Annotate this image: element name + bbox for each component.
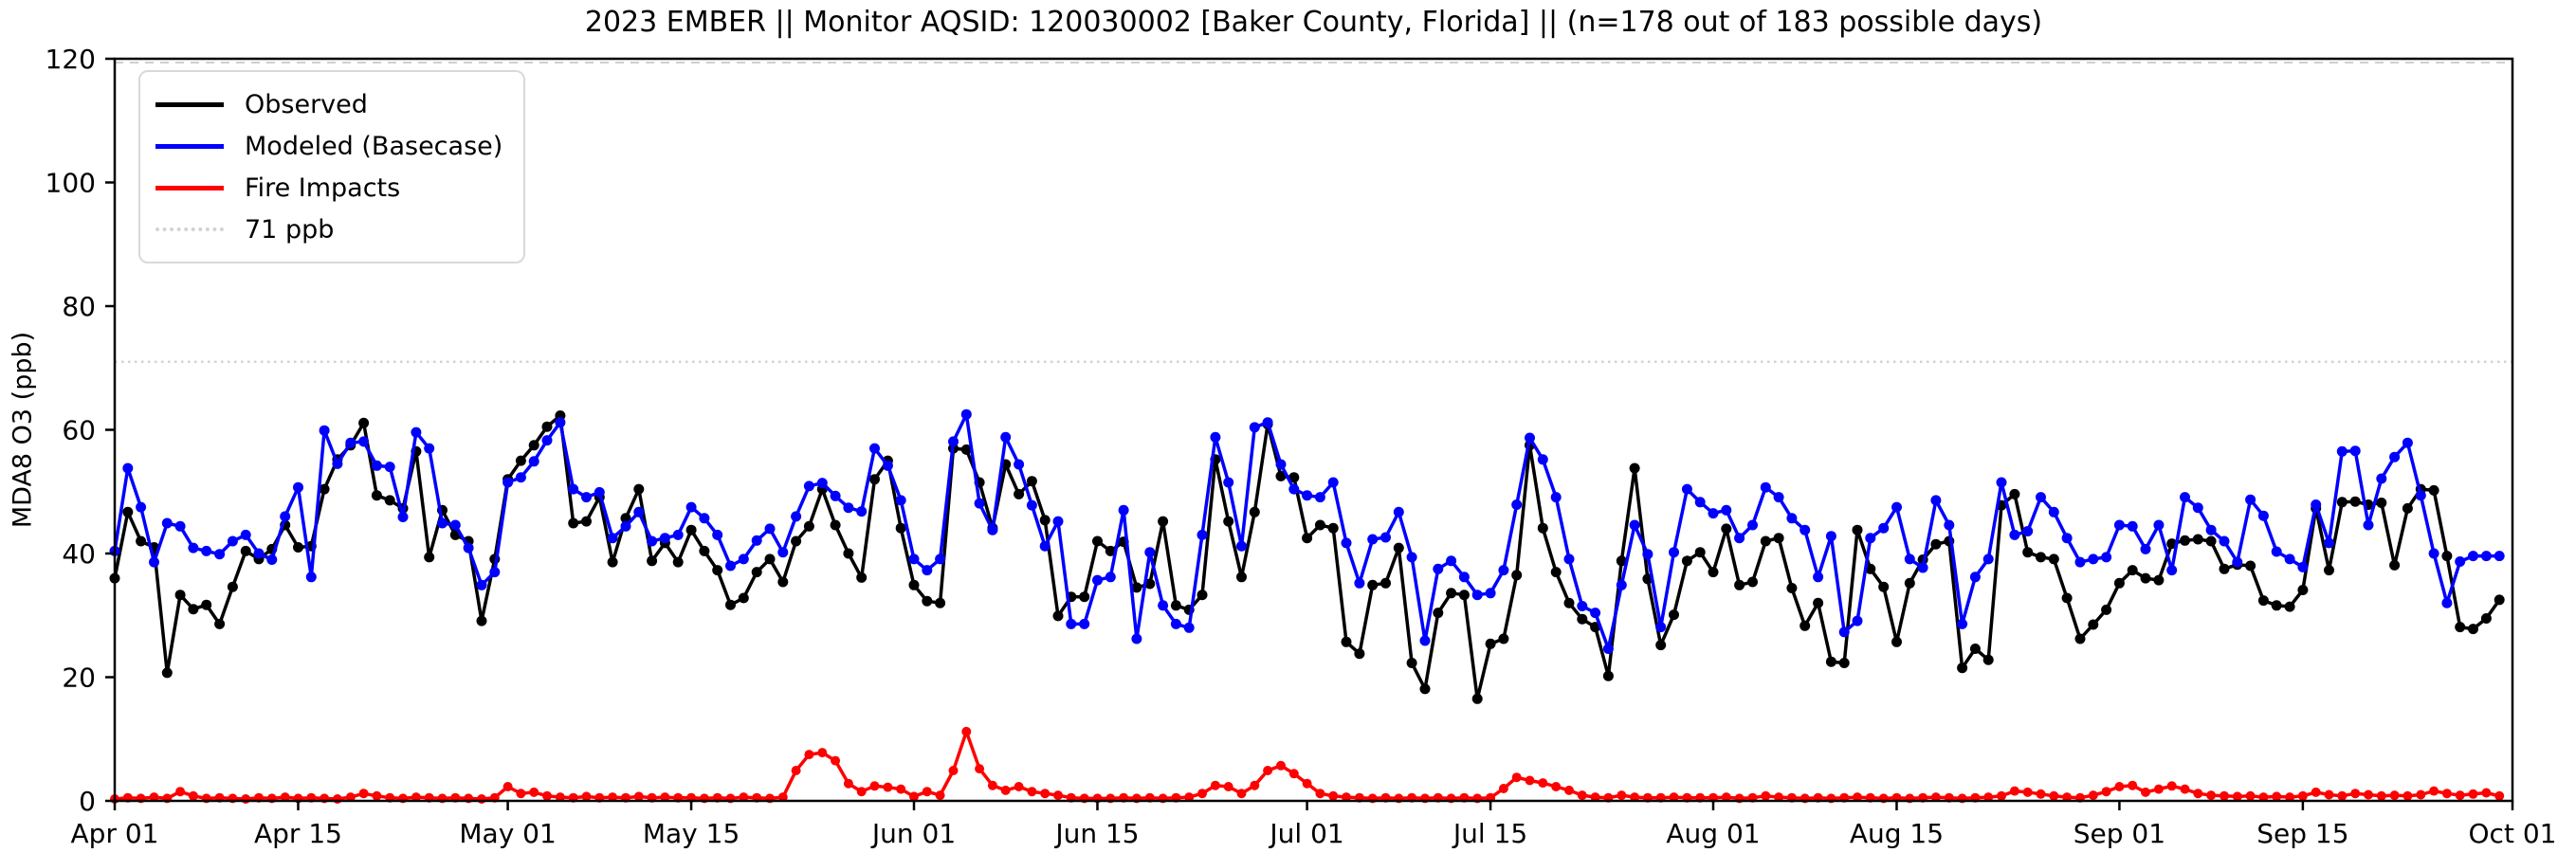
x-tick-label: May 15 <box>643 818 740 849</box>
chart-title: 2023 EMBER || Monitor AQSID: 120030002 [… <box>584 6 2043 39</box>
legend-line-sample <box>155 227 224 231</box>
legend-item-observed: Observed <box>155 83 502 125</box>
y-tick-label: 100 <box>46 168 96 199</box>
legend: Observed Modeled (Basecase) Fire Impacts 71… <box>138 70 526 263</box>
modeled-basecase--series <box>109 408 2505 654</box>
y-tick-label: 0 <box>79 786 96 817</box>
legend-item-71-ppb: 71 ppb <box>155 209 502 250</box>
x-tick-label: Jun 15 <box>1053 818 1139 849</box>
y-tick-label: 40 <box>62 538 96 570</box>
x-tick-label: Aug 15 <box>1850 818 1944 849</box>
fire-impacts-line <box>114 730 2500 801</box>
y-tick-label: 80 <box>62 291 96 322</box>
legend-line-sample <box>155 101 224 107</box>
x-tick-label: Sep 01 <box>2074 818 2165 849</box>
y-tick-label: 120 <box>46 44 96 75</box>
x-tick-label: Sep 15 <box>2256 818 2348 849</box>
legend-item-fire-impacts: Fire Impacts <box>155 167 502 209</box>
x-tick-label: Jul 01 <box>1268 818 1343 849</box>
y-tick-label: 20 <box>62 662 96 694</box>
y-axis-label: MDA8 O3 (ppb) <box>8 331 38 529</box>
x-tick-label: Oct 01 <box>2469 818 2557 849</box>
x-tick-label: Jul 15 <box>1452 818 1527 849</box>
legend-line-sample <box>155 185 224 191</box>
legend-label: 71 ppb <box>245 214 335 245</box>
x-tick-label: May 01 <box>459 818 556 849</box>
x-tick-label: Apr 01 <box>71 818 159 849</box>
x-tick-label: Aug 01 <box>1666 818 1760 849</box>
fire-impacts-series <box>110 726 2505 804</box>
x-tick-label: Apr 15 <box>254 818 342 849</box>
observed-series <box>109 410 2505 704</box>
legend-label: Modeled (Basecase) <box>245 131 503 161</box>
x-tick-label: Jun 01 <box>870 818 956 849</box>
legend-label: Fire Impacts <box>245 172 401 203</box>
legend-line-sample <box>155 143 224 149</box>
y-tick-label: 60 <box>62 415 96 446</box>
legend-item-modeled-basecase-: Modeled (Basecase) <box>155 125 502 167</box>
legend-label: Observed <box>245 89 368 119</box>
